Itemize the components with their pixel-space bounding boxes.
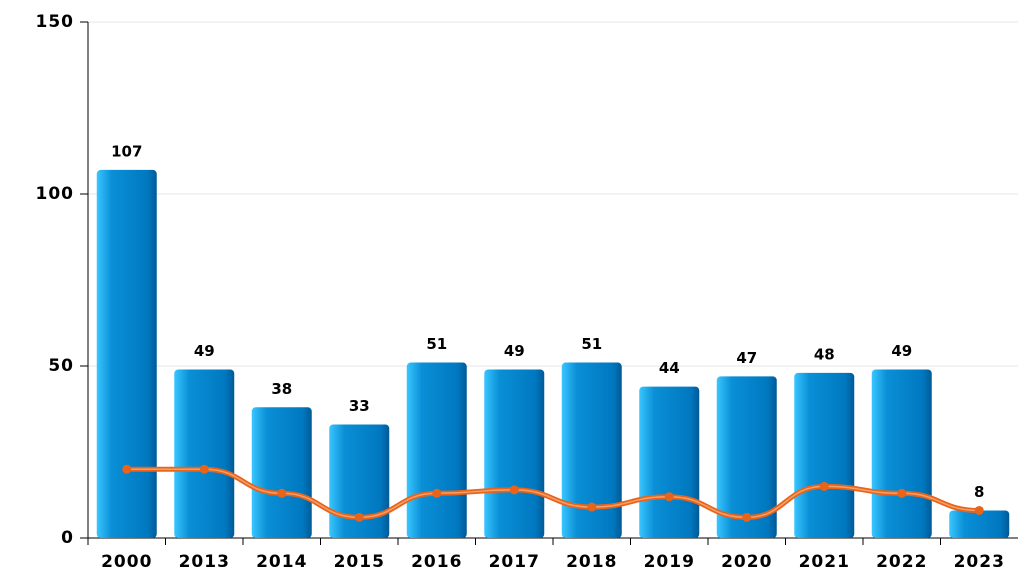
x-tick-label: 2015 [334,552,385,572]
bar [96,169,157,539]
bar [406,362,467,538]
line-point [664,492,674,502]
bar [561,362,622,538]
value-label: 8 [974,483,984,501]
x-tick-label: 2000 [101,552,152,572]
line-point [974,505,984,515]
value-label: 49 [504,342,525,360]
bar [949,510,1010,538]
line-highlight [126,468,980,519]
line-point [742,512,752,522]
value-label: 49 [194,342,215,360]
x-tick-label: 2018 [566,552,617,572]
value-label: 51 [581,335,602,353]
x-tick-label: 2013 [179,552,230,572]
x-tick-label: 2017 [489,552,540,572]
bar [794,372,855,538]
line-point [354,512,364,522]
y-tick-label: 0 [61,528,74,548]
bar [174,369,235,538]
x-tick-label: 2023 [954,552,1005,572]
value-label: 44 [659,359,680,377]
bar [251,407,312,538]
x-tick-label: 2020 [721,552,772,572]
bar [716,376,777,538]
value-label: 33 [349,397,370,415]
bar [639,386,700,538]
value-label: 107 [111,142,142,160]
x-tick-label: 2016 [411,552,462,572]
line-point [897,488,907,498]
bar [329,424,390,538]
x-tick-label: 2021 [799,552,850,572]
value-label: 48 [814,345,835,363]
line-point [509,485,519,495]
y-tick-label: 50 [48,356,74,376]
line-point [122,464,132,474]
line-point [432,488,442,498]
bar [871,369,932,538]
y-tick-label: 150 [36,12,75,32]
line-point [277,488,287,498]
line-point [819,481,829,491]
value-label: 49 [891,342,912,360]
x-tick-label: 2014 [256,552,307,572]
y-tick-label: 100 [36,184,75,204]
bar [484,369,545,538]
x-tick-label: 2019 [644,552,695,572]
value-label: 51 [426,335,447,353]
line-point [199,464,209,474]
value-label: 38 [271,380,292,398]
line-point [587,502,597,512]
value-label: 47 [736,349,757,367]
x-tick-label: 2022 [876,552,927,572]
